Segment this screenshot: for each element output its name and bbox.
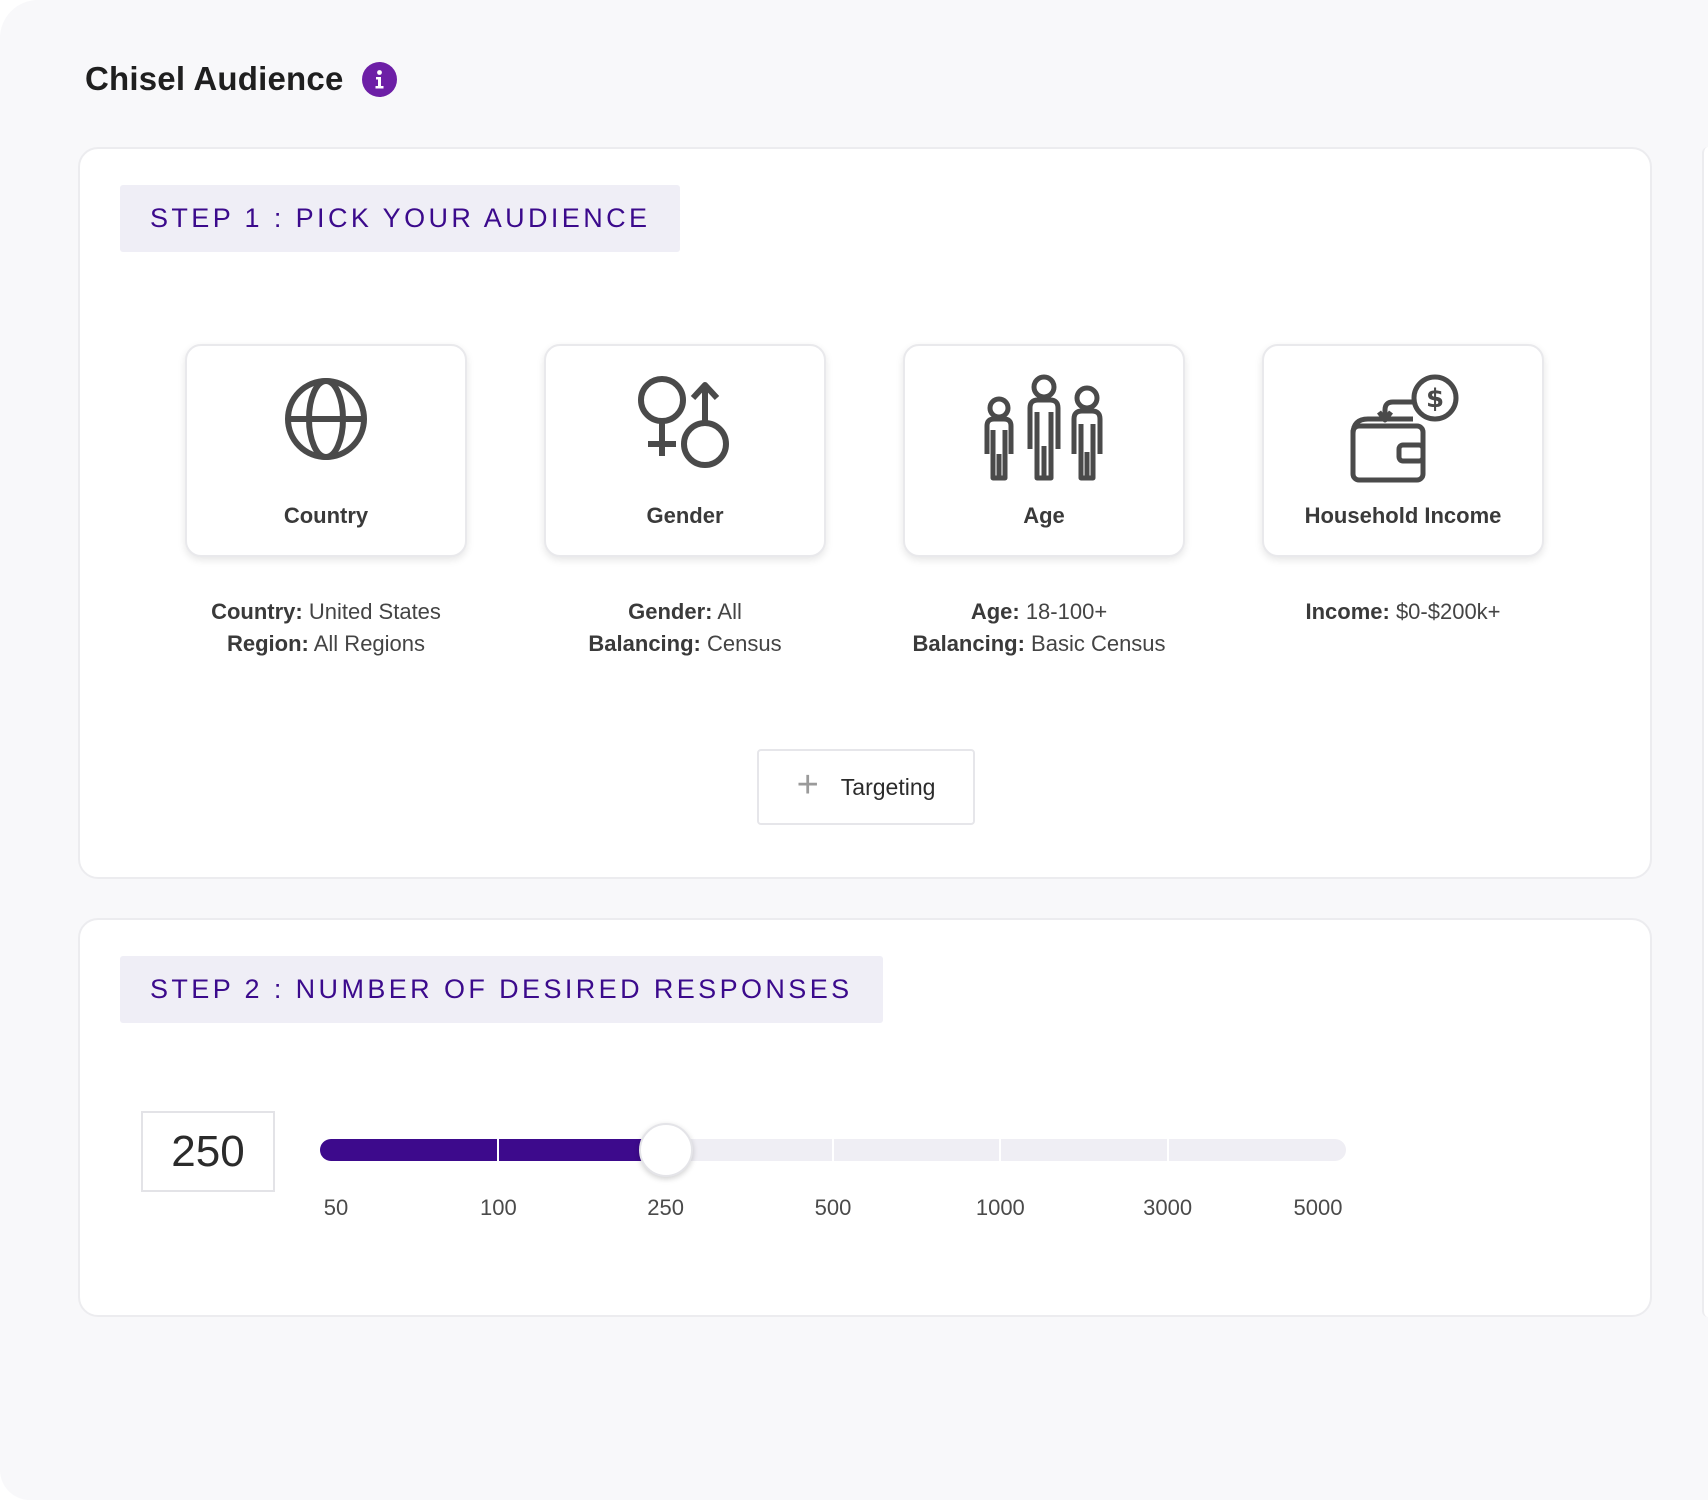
responses-slider[interactable]: 50 100 250 500 1000 3000 5000 bbox=[320, 1123, 1346, 1220]
slider-tick-mark bbox=[999, 1139, 1002, 1161]
household-income-card[interactable]: $ Household Income bbox=[1262, 344, 1544, 557]
summary-line: Age: 18-100+ bbox=[889, 596, 1189, 628]
slider-tick-label[interactable]: 50 bbox=[323, 1195, 349, 1220]
summary-key: Gender: bbox=[628, 599, 713, 624]
income-summary: Income: $0-$200k+ bbox=[1253, 596, 1553, 628]
globe-icon bbox=[285, 378, 367, 460]
slider-tick-mark bbox=[497, 1139, 500, 1161]
gender-icon bbox=[638, 376, 729, 468]
summary-value: All bbox=[712, 599, 742, 624]
step2-label: STEP 2 : NUMBER OF DESIRED RESPONSES bbox=[120, 956, 883, 1023]
gender-summary: Gender: All Balancing: Census bbox=[535, 596, 835, 660]
summary-line: Region: All Regions bbox=[176, 628, 476, 660]
summary-line: Balancing: Basic Census bbox=[889, 628, 1189, 660]
summary-line: Income: $0-$200k+ bbox=[1253, 596, 1553, 628]
page-title: Chisel Audience bbox=[85, 60, 344, 97]
summary-key: Income: bbox=[1305, 599, 1390, 624]
info-icon[interactable] bbox=[361, 61, 397, 97]
summary-value: United States bbox=[302, 599, 441, 624]
summary-value: 18-100+ bbox=[1019, 599, 1108, 624]
slider-tick-label[interactable]: 250 bbox=[647, 1195, 685, 1220]
summary-value: Census bbox=[700, 631, 782, 656]
slider-fill bbox=[320, 1139, 666, 1161]
summary-key: Age: bbox=[970, 599, 1020, 624]
slider-tick-label[interactable]: 3000 bbox=[1143, 1195, 1193, 1220]
plus-icon: + bbox=[796, 764, 819, 806]
step1-panel: STEP 1 : PICK YOUR AUDIENCE Country Coun… bbox=[78, 147, 1652, 879]
summary-line: Balancing: Census bbox=[535, 628, 835, 660]
summary-key: Region: bbox=[226, 631, 309, 656]
step2-panel: STEP 2 : NUMBER OF DESIRED RESPONSES 250… bbox=[78, 918, 1652, 1317]
slider-tick-mark bbox=[832, 1139, 834, 1161]
responses-value-input[interactable]: 250 bbox=[141, 1111, 275, 1192]
add-targeting-label: Targeting bbox=[840, 773, 936, 800]
slider-tick-mark bbox=[1166, 1139, 1169, 1161]
step1-label: STEP 1 : PICK YOUR AUDIENCE bbox=[120, 185, 681, 252]
summary-key: Balancing: bbox=[588, 631, 701, 656]
household-income-card-label: Household Income bbox=[1304, 503, 1502, 528]
summary-value: $0-$200k+ bbox=[1389, 599, 1501, 624]
summary-key: Country: bbox=[211, 599, 303, 624]
slider-thumb[interactable] bbox=[638, 1123, 693, 1177]
summary-key: Balancing: bbox=[912, 631, 1025, 656]
summary-value: Basic Census bbox=[1024, 631, 1166, 656]
svg-text:$: $ bbox=[1426, 384, 1444, 414]
age-card-label: Age bbox=[1023, 503, 1065, 528]
add-targeting-button[interactable]: + Targeting bbox=[757, 749, 975, 825]
slider-tick-label[interactable]: 500 bbox=[814, 1195, 852, 1220]
people-icon bbox=[984, 374, 1103, 481]
slider-tick-label[interactable]: 1000 bbox=[975, 1195, 1025, 1220]
page-header: Chisel Audience bbox=[85, 60, 397, 98]
country-card-label: Country bbox=[283, 503, 369, 528]
gender-card-label: Gender bbox=[646, 503, 724, 528]
gender-card[interactable]: Gender bbox=[544, 344, 826, 557]
slider-tick-label[interactable]: 5000 bbox=[1293, 1195, 1343, 1220]
slider-tick-label[interactable]: 100 bbox=[479, 1195, 517, 1220]
age-summary: Age: 18-100+ Balancing: Basic Census bbox=[889, 596, 1189, 660]
wallet-icon: $ bbox=[1350, 374, 1459, 483]
age-card[interactable]: Age bbox=[903, 344, 1185, 557]
summary-line: Gender: All bbox=[535, 596, 835, 628]
summary-line: Country: United States bbox=[176, 596, 476, 628]
adjacent-panel-edge bbox=[1702, 147, 1708, 1317]
country-summary: Country: United States Region: All Regio… bbox=[176, 596, 476, 660]
country-card[interactable]: Country bbox=[185, 344, 467, 557]
summary-value: All Regions bbox=[308, 631, 426, 656]
